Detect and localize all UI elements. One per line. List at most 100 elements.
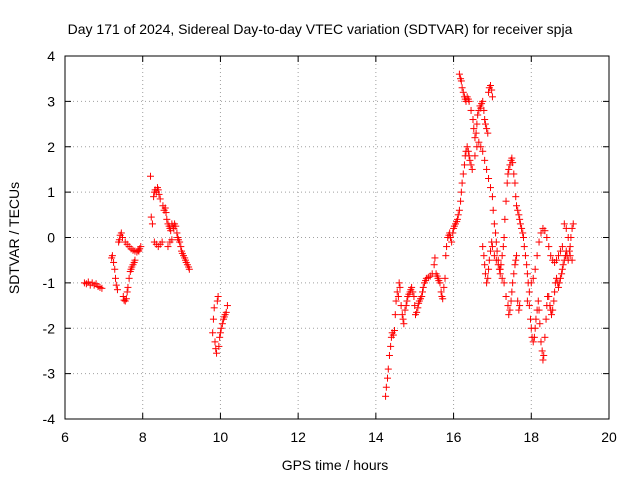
data-point: [513, 252, 521, 260]
data-point: [463, 143, 471, 151]
data-point: [525, 288, 533, 296]
data-point: [176, 238, 184, 246]
data-point: [566, 243, 574, 251]
data-point: [530, 333, 538, 341]
x-tick-label: 8: [139, 429, 147, 445]
data-point: [553, 256, 561, 264]
y-tick-label: 4: [47, 48, 55, 64]
data-point: [488, 86, 496, 94]
data-point: [492, 229, 500, 237]
data-point: [477, 143, 485, 151]
data-point: [471, 134, 479, 142]
data-point: [549, 306, 557, 314]
y-tick-labels: -4 -3 -2 -1 0 1 2 3 4: [43, 48, 56, 427]
data-point: [565, 247, 573, 255]
data-point: [484, 129, 492, 137]
data-point: [125, 274, 133, 282]
data-point: [484, 274, 492, 282]
data-point: [535, 306, 543, 314]
data-point: [485, 256, 493, 264]
data-point: [534, 297, 542, 305]
data-point: [395, 279, 403, 287]
data-point: [123, 288, 131, 296]
data-point: [489, 206, 497, 214]
data-point: [163, 215, 171, 223]
data-point: [506, 306, 514, 314]
data-point: [391, 311, 399, 319]
data-point: [458, 84, 466, 92]
data-point: [503, 179, 511, 187]
data-point: [122, 295, 130, 303]
data-point: [492, 256, 500, 264]
data-point: [502, 197, 510, 205]
data-point: [408, 283, 416, 291]
data-point: [177, 243, 185, 251]
data-point: [511, 179, 519, 187]
data-point: [213, 297, 221, 305]
data-point: [558, 243, 566, 251]
data-point: [457, 197, 465, 205]
data-point: [464, 147, 472, 155]
data-point: [216, 333, 224, 341]
data-point: [555, 279, 563, 287]
data-point: [475, 138, 483, 146]
data-point: [485, 265, 493, 273]
data-point: [554, 252, 562, 260]
data-point: [479, 243, 487, 251]
x-tick-label: 14: [368, 429, 384, 445]
data-point: [511, 261, 519, 269]
data-point: [536, 320, 544, 328]
data-point: [520, 243, 528, 251]
data-point: [499, 243, 507, 251]
data-point: [216, 329, 224, 337]
data-point: [431, 254, 439, 262]
data-point: [483, 279, 491, 287]
data-point: [500, 279, 508, 287]
grid-lines: [65, 56, 609, 419]
data-point: [134, 246, 142, 254]
data-point: [474, 111, 482, 119]
data-point: [481, 270, 489, 278]
data-point: [493, 247, 501, 255]
data-point: [156, 195, 164, 203]
plot-frame: [64, 55, 610, 420]
data-point: [515, 306, 523, 314]
data-point: [173, 229, 181, 237]
data-point: [541, 227, 549, 235]
data-point: [523, 297, 531, 305]
data-point: [542, 315, 550, 323]
data-point: [523, 261, 531, 269]
data-point: [108, 252, 116, 260]
data-point: [547, 311, 555, 319]
data-point: [209, 329, 217, 337]
data-point: [471, 152, 479, 160]
data-point: [439, 295, 447, 303]
data-point: [541, 333, 549, 341]
data-point: [531, 324, 539, 332]
data-point: [154, 186, 162, 194]
data-point: [466, 156, 474, 164]
data-point: [400, 320, 408, 328]
data-point: [382, 392, 390, 400]
data-point: [508, 154, 516, 162]
data-point: [150, 193, 158, 201]
data-point: [519, 229, 527, 237]
x-tick-label: 6: [61, 429, 69, 445]
data-point: [537, 338, 545, 346]
data-point: [155, 190, 163, 198]
data-point: [385, 351, 393, 359]
data-point: [387, 342, 395, 350]
data-point: [483, 165, 491, 173]
data-point: [389, 331, 397, 339]
data-point: [532, 315, 540, 323]
x-tick-labels: 6 8 10 12 14 16 18 20: [61, 429, 617, 445]
data-point: [459, 88, 467, 96]
data-point: [457, 77, 465, 85]
data-point: [449, 229, 457, 237]
data-point: [161, 204, 169, 212]
data-point: [457, 188, 465, 196]
data-point: [556, 274, 564, 282]
data-point: [518, 224, 526, 232]
data-point: [211, 338, 219, 346]
